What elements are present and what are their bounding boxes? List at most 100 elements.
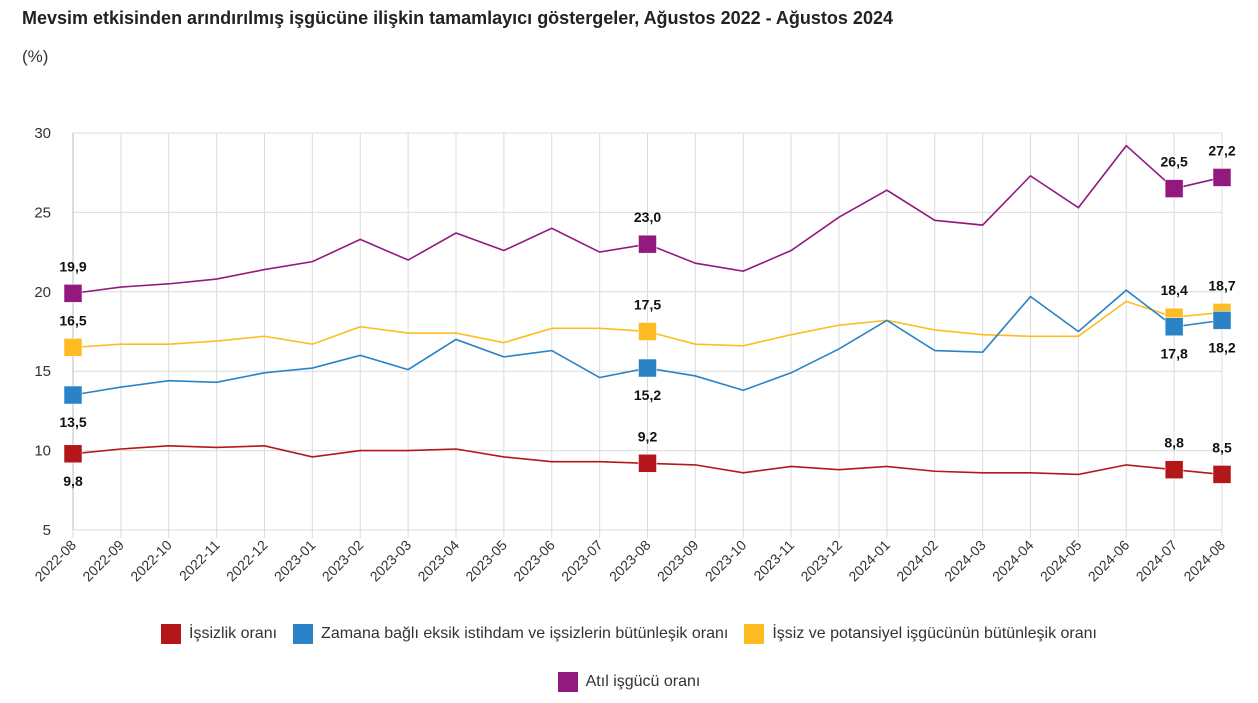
data-point bbox=[980, 349, 986, 355]
data-label: 8,8 bbox=[1164, 435, 1184, 451]
data-point bbox=[1123, 462, 1129, 468]
legend-item[interactable]: Atıl işgücü oranı bbox=[557, 672, 701, 692]
chart-subtitle: (%) bbox=[22, 47, 49, 66]
data-marker bbox=[638, 454, 657, 473]
data-marker bbox=[1164, 460, 1184, 479]
data-marker bbox=[1212, 168, 1232, 187]
data-point bbox=[1028, 294, 1034, 300]
x-tick-label: 2023-01 bbox=[271, 537, 319, 585]
data-point bbox=[262, 370, 268, 376]
data-marker bbox=[1212, 465, 1232, 484]
data-label: 18,4 bbox=[1161, 282, 1188, 298]
data-marker bbox=[63, 444, 83, 464]
y-tick-label: 25 bbox=[34, 204, 51, 221]
legend-label: İşsiz ve potansiyel işgücünün bütünleşik… bbox=[772, 625, 1097, 642]
data-point bbox=[501, 354, 507, 360]
data-point bbox=[501, 248, 507, 254]
x-tick-label: 2023-03 bbox=[367, 537, 415, 585]
data-point bbox=[453, 330, 459, 336]
data-label: 9,8 bbox=[63, 473, 83, 489]
data-marker bbox=[638, 358, 657, 378]
data-point bbox=[980, 470, 986, 476]
data-point bbox=[549, 225, 555, 231]
data-label: 15,2 bbox=[634, 387, 661, 403]
data-point bbox=[1028, 173, 1034, 179]
x-tick-label: 2024-08 bbox=[1180, 537, 1228, 585]
data-point bbox=[884, 463, 890, 469]
data-label: 23,0 bbox=[634, 209, 661, 225]
data-point bbox=[357, 236, 363, 242]
data-point bbox=[788, 332, 794, 338]
data-point bbox=[884, 187, 890, 193]
x-tick-label: 2022-12 bbox=[223, 537, 271, 585]
data-point bbox=[692, 260, 698, 266]
x-tick-label: 2023-12 bbox=[797, 537, 845, 585]
x-tick-label: 2023-08 bbox=[606, 537, 654, 585]
data-label: 13,5 bbox=[59, 414, 86, 430]
x-tick-label: 2022-11 bbox=[176, 537, 223, 584]
data-point bbox=[980, 332, 986, 338]
data-point bbox=[932, 327, 938, 333]
y-tick-label: 15 bbox=[34, 363, 51, 380]
data-point bbox=[740, 268, 746, 274]
data-point bbox=[549, 348, 555, 354]
data-point bbox=[357, 324, 363, 330]
legend-label: Atıl işgücü oranı bbox=[585, 673, 701, 690]
data-label: 9,2 bbox=[638, 428, 658, 444]
data-label: 26,5 bbox=[1161, 154, 1188, 170]
data-point bbox=[788, 463, 794, 469]
data-point bbox=[118, 446, 124, 452]
data-point bbox=[836, 467, 842, 473]
data-point bbox=[405, 330, 411, 336]
data-marker bbox=[638, 234, 657, 254]
data-point bbox=[788, 248, 794, 254]
legend: İşsizlik oranı Zamana bağlı eksik istihda… bbox=[0, 624, 1258, 692]
data-marker bbox=[63, 385, 83, 405]
x-tick-label: 2023-09 bbox=[654, 537, 702, 585]
data-point bbox=[501, 454, 507, 460]
legend-item[interactable]: Zamana bağlı eksik istihdam ve işsizleri… bbox=[293, 624, 728, 644]
data-point bbox=[453, 446, 459, 452]
data-point bbox=[597, 459, 603, 465]
data-point bbox=[357, 448, 363, 454]
data-point bbox=[214, 379, 220, 385]
data-marker bbox=[638, 322, 657, 341]
legend-item[interactable]: İşsizlik oranı bbox=[161, 624, 277, 644]
x-tick-label: 2023-10 bbox=[702, 537, 750, 585]
legend-swatch bbox=[557, 672, 578, 692]
data-point bbox=[357, 352, 363, 358]
data-point bbox=[262, 443, 268, 449]
x-tick-label: 2023-05 bbox=[462, 537, 510, 585]
data-point bbox=[214, 338, 220, 344]
data-marker bbox=[1164, 317, 1184, 336]
data-point bbox=[214, 444, 220, 450]
data-point bbox=[166, 378, 172, 384]
data-point bbox=[1028, 333, 1034, 339]
data-point bbox=[932, 468, 938, 474]
data-point bbox=[932, 217, 938, 223]
data-point bbox=[1075, 205, 1081, 211]
legend-swatch bbox=[293, 624, 314, 644]
data-point bbox=[836, 214, 842, 220]
y-tick-label: 10 bbox=[34, 443, 51, 460]
data-point bbox=[692, 373, 698, 379]
x-tick-label: 2023-02 bbox=[319, 537, 367, 585]
legend-item[interactable]: İşsiz ve potansiyel işgücünün bütünleşik… bbox=[744, 624, 1097, 644]
data-point bbox=[453, 336, 459, 342]
data-point bbox=[980, 222, 986, 228]
data-point bbox=[1075, 471, 1081, 477]
data-point bbox=[118, 284, 124, 290]
x-tick-label: 2022-08 bbox=[31, 537, 79, 585]
data-point bbox=[1123, 298, 1129, 304]
data-point bbox=[309, 454, 315, 460]
data-point bbox=[740, 387, 746, 393]
x-tick-label: 2024-06 bbox=[1085, 537, 1133, 585]
x-tick-label: 2024-02 bbox=[893, 537, 941, 585]
data-point bbox=[1075, 329, 1081, 335]
data-point bbox=[309, 341, 315, 347]
x-tick-label: 2024-04 bbox=[989, 537, 1037, 585]
data-marker bbox=[1212, 311, 1232, 330]
data-point bbox=[884, 317, 890, 323]
legend-swatch bbox=[161, 624, 182, 644]
y-tick-label: 20 bbox=[34, 284, 51, 301]
